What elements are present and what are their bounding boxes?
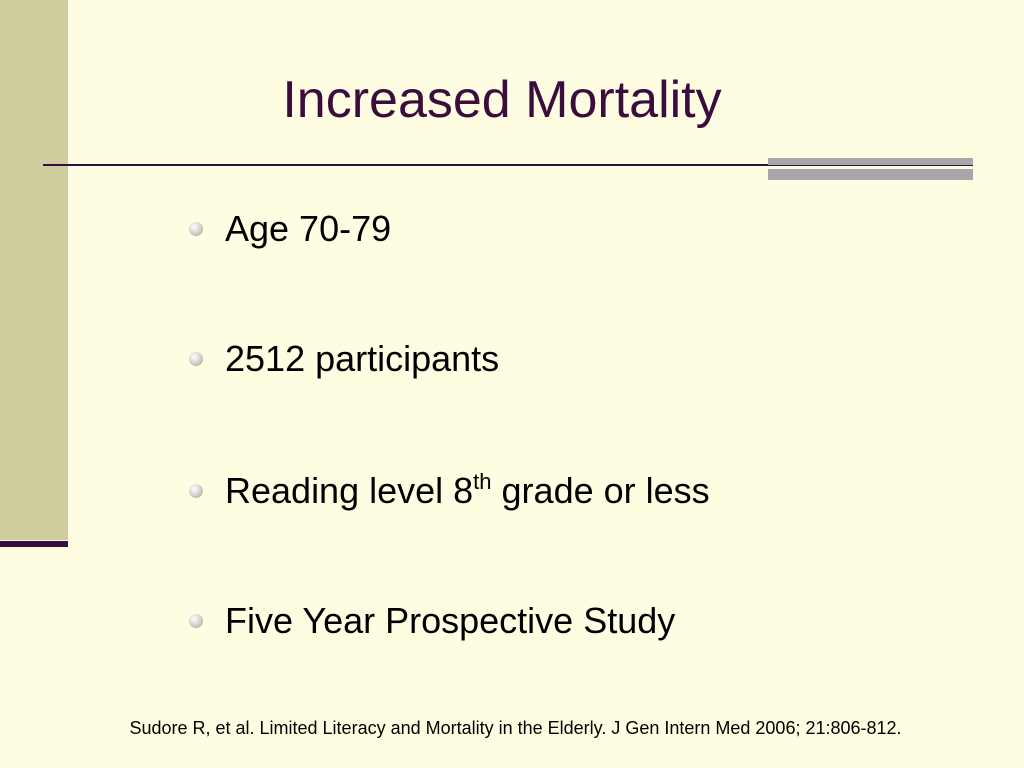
bullet-dot-icon — [189, 614, 203, 628]
bullet-dot-icon — [189, 484, 203, 498]
title-rule-accent-lower — [768, 169, 973, 180]
bullet-text-pre: Reading level 8 — [225, 470, 474, 511]
citation-footnote: Sudore R, et al. Limited Literacy and Mo… — [129, 718, 902, 738]
bullet-dot-icon — [189, 222, 203, 236]
title-rule-accent-upper — [768, 158, 973, 165]
ordinal-superscript: th — [473, 469, 492, 494]
slide-title: Increased Mortality — [282, 71, 722, 129]
bullet-text: Reading level 8th grade or less — [225, 466, 710, 516]
bullet-text: Age 70-79 — [225, 208, 392, 249]
bullet-text: 2512 participants — [225, 338, 500, 379]
bullet-text: Five Year Prospective Study — [225, 600, 676, 641]
side-band-decoration — [0, 0, 68, 540]
side-accent-bar — [0, 541, 68, 547]
bullet-dot-icon — [189, 352, 203, 366]
title-underline — [43, 164, 973, 166]
bullet-text-post: grade or less — [491, 470, 710, 511]
